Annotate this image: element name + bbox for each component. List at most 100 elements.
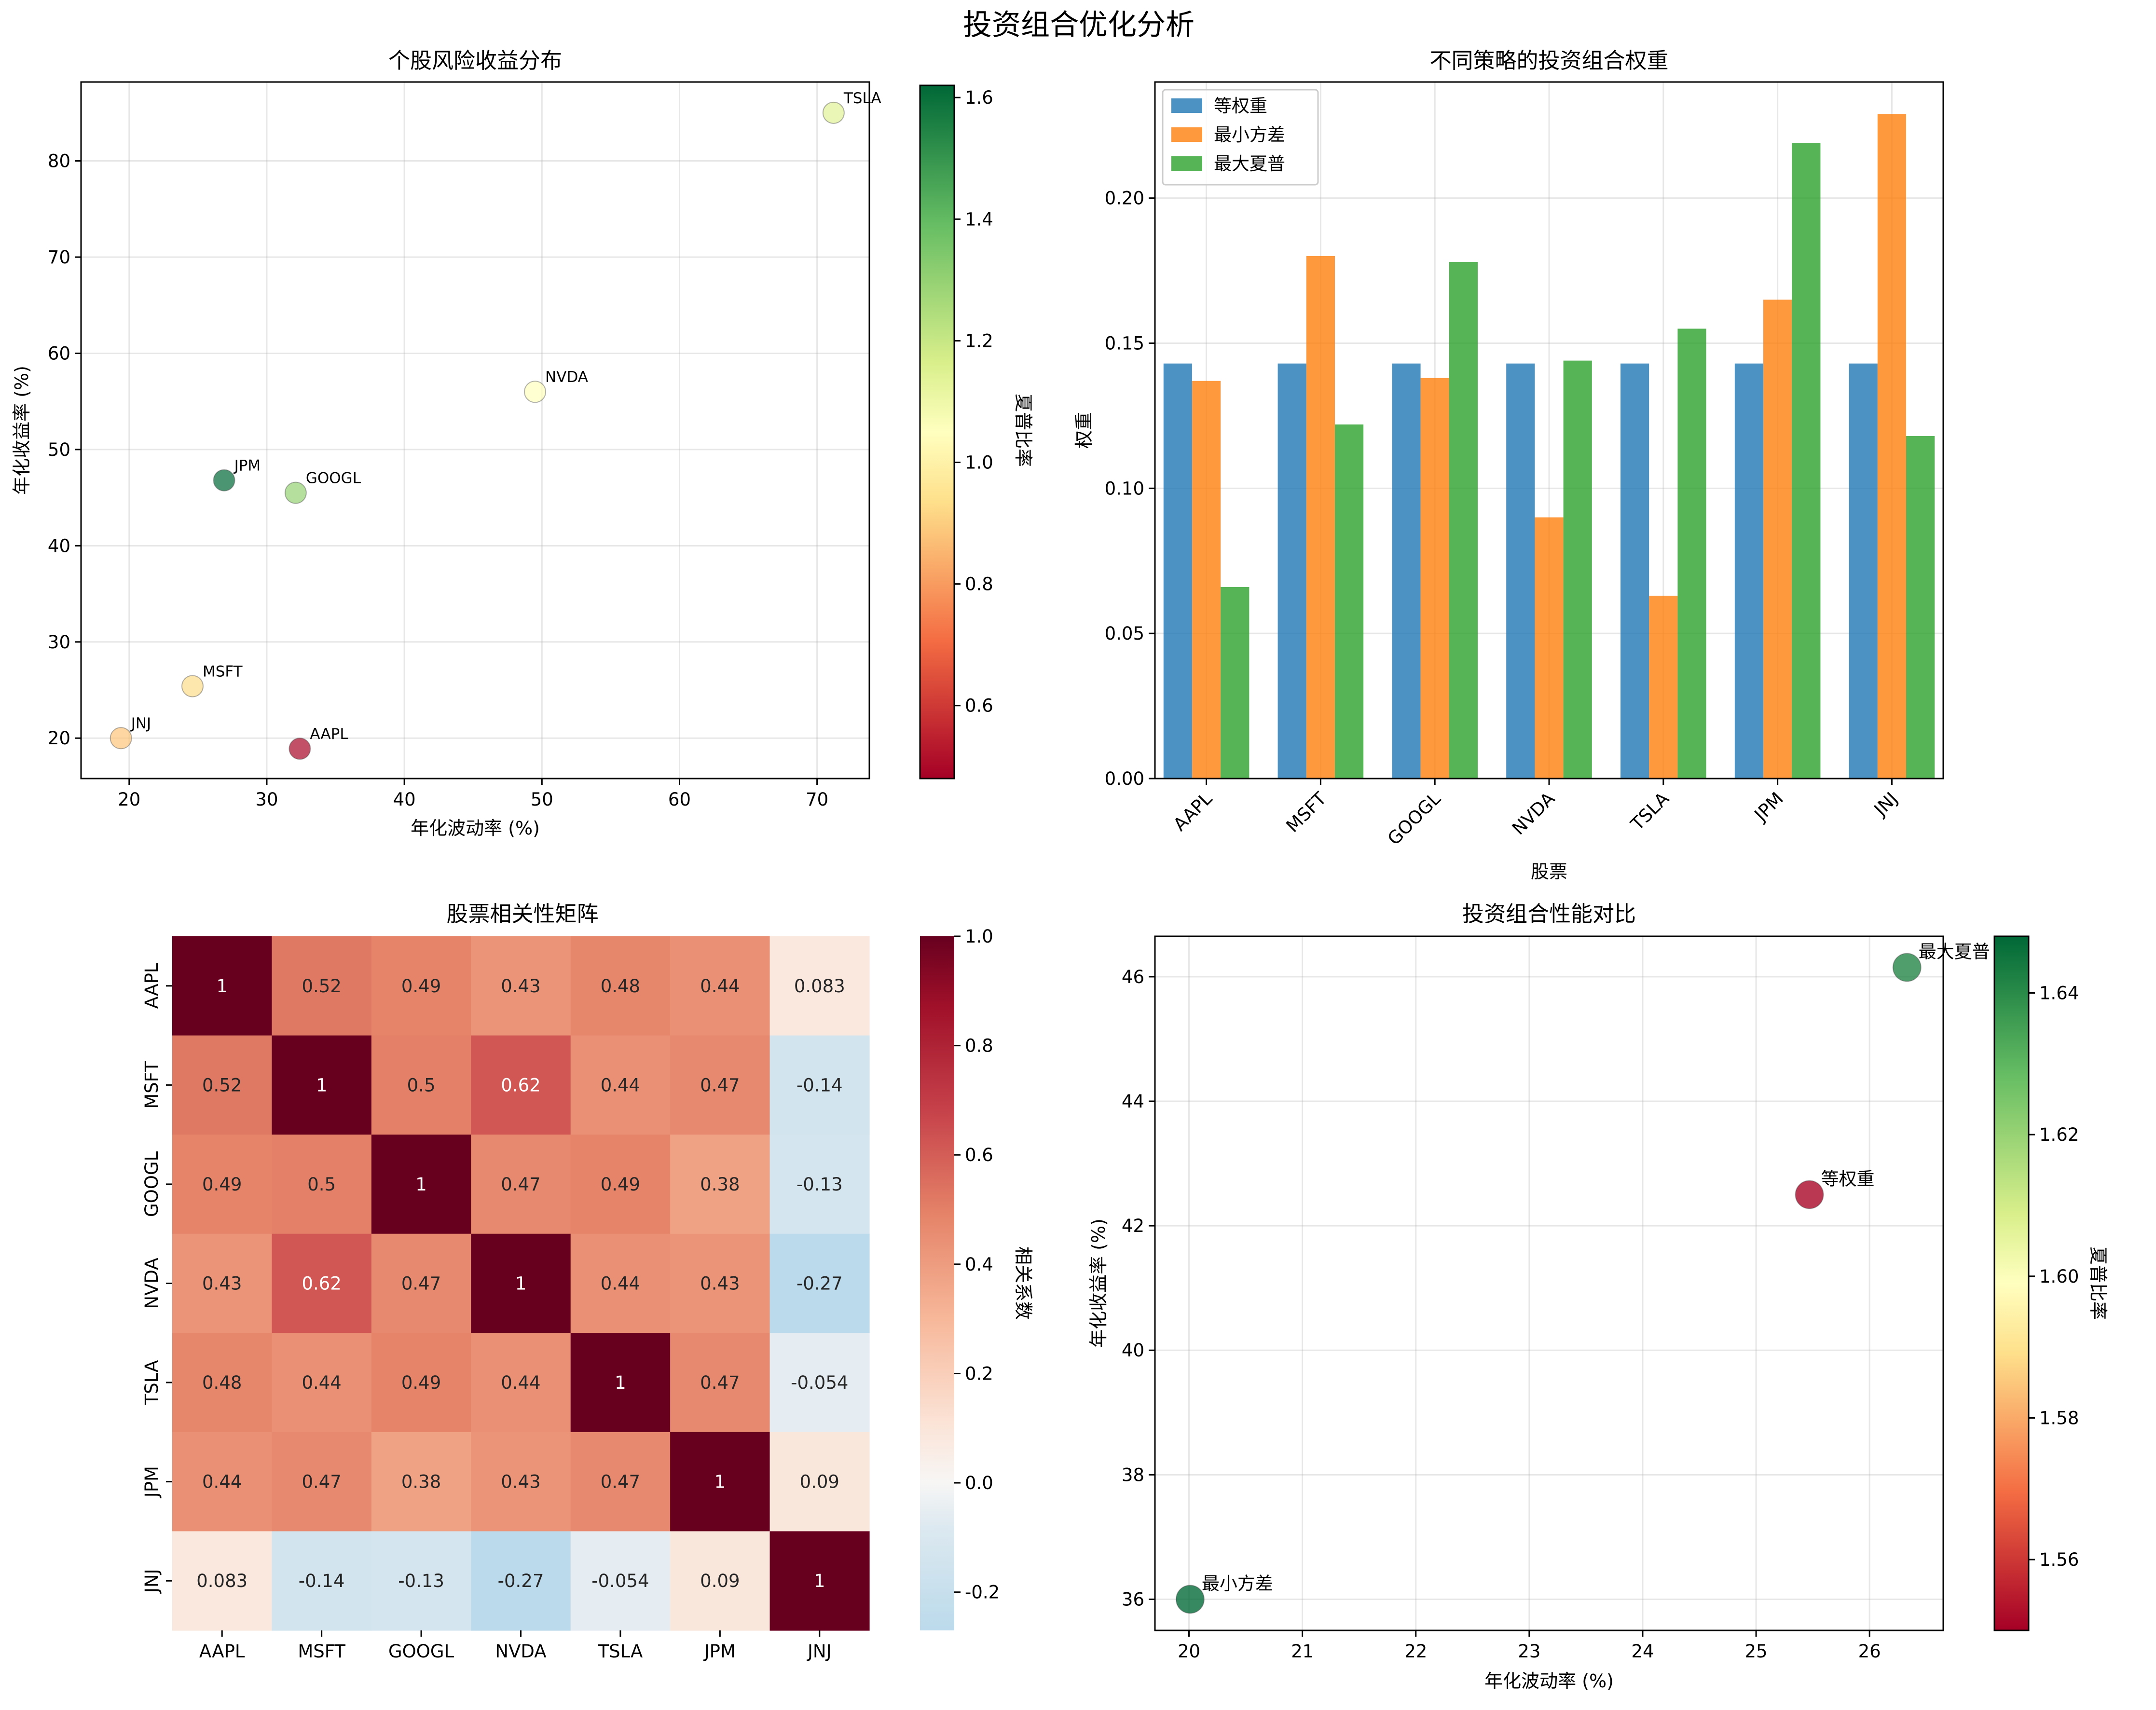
- x-tick-label: JNJ: [807, 1641, 832, 1662]
- y-axis-ticks: AAPL MSFT GOOGL NVDA TSLA JPM JNJ: [141, 963, 172, 1594]
- heatmap-value: -0.14: [796, 1075, 843, 1095]
- heatmap-cell-googl-nvda[interactable]: [471, 1135, 571, 1234]
- y-tick-label: 40: [1122, 1340, 1144, 1361]
- heatmap-cell-tsla-googl[interactable]: [371, 1333, 471, 1433]
- heatmap-cell-jpm-googl[interactable]: [371, 1432, 471, 1532]
- heatmap-cell-msft-jpm[interactable]: [670, 1035, 770, 1135]
- stock-point-nvda[interactable]: [524, 381, 547, 403]
- bar-max-sharpe-jpm[interactable]: [1792, 143, 1821, 779]
- heatmap-cell-nvda-jnj[interactable]: [769, 1233, 870, 1333]
- heatmap-cell-tsla-msft[interactable]: [272, 1333, 372, 1433]
- heatmap-cell-aapl-aapl[interactable]: [172, 936, 273, 1036]
- colorbar-tick-label: 1.62: [2039, 1124, 2079, 1145]
- heatmap-cell-googl-tsla[interactable]: [570, 1135, 671, 1234]
- bar-min-variance-aapl[interactable]: [1192, 381, 1221, 779]
- stock-point-jpm[interactable]: [213, 469, 235, 492]
- heatmap-value: -0.27: [498, 1571, 544, 1591]
- bar-max-sharpe-aapl[interactable]: [1221, 587, 1250, 779]
- heatmap-cell-jpm-jpm[interactable]: [670, 1432, 770, 1532]
- heatmap-cell-googl-jpm[interactable]: [670, 1135, 770, 1234]
- heatmap-cell-jpm-msft[interactable]: [272, 1432, 372, 1532]
- x-tick-label: AAPL: [199, 1641, 245, 1662]
- heatmap-cell-googl-jnj[interactable]: [769, 1135, 870, 1234]
- heatmap-cell-jnj-nvda[interactable]: [471, 1531, 571, 1631]
- heatmap-cell-aapl-msft[interactable]: [272, 936, 372, 1036]
- heatmap-cell-msft-googl[interactable]: [371, 1035, 471, 1135]
- heatmap-cell-jpm-aapl[interactable]: [172, 1432, 273, 1532]
- bar-min-variance-msft[interactable]: [1306, 256, 1335, 779]
- colorbar-tick-label: 0.6: [965, 696, 993, 716]
- heatmap-cell-msft-tsla[interactable]: [570, 1035, 671, 1135]
- portfolio-point-max-sharpe[interactable]: [1892, 953, 1922, 982]
- y-tick-label: 36: [1122, 1589, 1144, 1610]
- bar-equal-weight-aapl[interactable]: [1163, 363, 1192, 779]
- heatmap-cell-aapl-googl[interactable]: [371, 936, 471, 1036]
- y-tick-label: 20: [48, 728, 70, 749]
- heatmap-cell-jnj-googl[interactable]: [371, 1531, 471, 1631]
- heatmap-cell-tsla-jpm[interactable]: [670, 1333, 770, 1433]
- heatmap-cell-nvda-googl[interactable]: [371, 1233, 471, 1333]
- heatmap-cell-tsla-nvda[interactable]: [471, 1333, 571, 1433]
- stock-point-jnj[interactable]: [110, 727, 132, 750]
- bar-equal-weight-googl[interactable]: [1392, 363, 1421, 779]
- heatmap-value: 0.49: [202, 1174, 242, 1195]
- heatmap-cell-tsla-aapl[interactable]: [172, 1333, 273, 1433]
- bar-max-sharpe-googl[interactable]: [1449, 262, 1478, 779]
- portfolio-point-min-variance[interactable]: [1175, 1585, 1205, 1614]
- heatmap-cell-jpm-tsla[interactable]: [570, 1432, 671, 1532]
- bar-equal-weight-msft[interactable]: [1277, 363, 1306, 779]
- strategy-weights-chart: AAPL MSFT GOOGL NVDA TSLA JPM JNJ 0.00 0.05 0.10…: [1073, 48, 1944, 882]
- bar-max-sharpe-jnj[interactable]: [1906, 436, 1935, 779]
- heatmap-value: 0.44: [202, 1472, 242, 1492]
- bar-min-variance-jnj[interactable]: [1877, 114, 1907, 779]
- heatmap-cell-nvda-tsla[interactable]: [570, 1233, 671, 1333]
- bar-equal-weight-jnj[interactable]: [1849, 363, 1878, 779]
- bar-min-variance-tsla[interactable]: [1649, 595, 1678, 779]
- heatmap-value: -0.27: [796, 1273, 843, 1294]
- colorbar-label: 夏普比率: [2087, 1246, 2109, 1320]
- colorbar-ticks: 1.56 1.58 1.60 1.62 1.64: [2029, 983, 2079, 1570]
- heatmap-value: 0.43: [700, 1273, 740, 1294]
- heatmap-cell-tsla-jnj[interactable]: [769, 1333, 870, 1433]
- bar-min-variance-jpm[interactable]: [1763, 300, 1792, 779]
- heatmap-cell-jnj-msft[interactable]: [272, 1531, 372, 1631]
- colorbar-tick-label: 1.56: [2039, 1549, 2079, 1570]
- heatmap-cell-msft-jnj[interactable]: [769, 1035, 870, 1135]
- heatmap-cell-nvda-jpm[interactable]: [670, 1233, 770, 1333]
- bar-equal-weight-jpm[interactable]: [1734, 363, 1764, 779]
- heatmap-cell-tsla-tsla[interactable]: [570, 1333, 671, 1433]
- portfolio-label-equal-weight: 等权重: [1821, 1169, 1875, 1190]
- heatmap-cell-jpm-nvda[interactable]: [471, 1432, 571, 1532]
- heatmap-cell-msft-msft[interactable]: [272, 1035, 372, 1135]
- stock-point-googl[interactable]: [284, 481, 307, 504]
- bar-max-sharpe-msft[interactable]: [1334, 424, 1364, 779]
- bar-max-sharpe-tsla[interactable]: [1677, 328, 1706, 779]
- heatmap-cell-googl-googl[interactable]: [371, 1135, 471, 1234]
- stock-point-tsla[interactable]: [822, 101, 845, 124]
- heatmap-cell-googl-aapl[interactable]: [172, 1135, 273, 1234]
- heatmap-cell-jpm-jnj[interactable]: [769, 1432, 870, 1532]
- heatmap-cell-nvda-aapl[interactable]: [172, 1233, 273, 1333]
- stock-label-msft: MSFT: [203, 663, 243, 681]
- heatmap-cell-jnj-aapl[interactable]: [172, 1531, 273, 1631]
- heatmap-cell-aapl-nvda[interactable]: [471, 936, 571, 1036]
- heatmap-cell-googl-msft[interactable]: [272, 1135, 372, 1234]
- heatmap-cell-msft-aapl[interactable]: [172, 1035, 273, 1135]
- heatmap-cell-jnj-jpm[interactable]: [670, 1531, 770, 1631]
- heatmap-cell-aapl-jpm[interactable]: [670, 936, 770, 1036]
- heatmap-cell-msft-nvda[interactable]: [471, 1035, 571, 1135]
- bar-max-sharpe-nvda[interactable]: [1563, 360, 1592, 779]
- bar-equal-weight-nvda[interactable]: [1506, 363, 1535, 779]
- bar-min-variance-googl[interactable]: [1420, 378, 1449, 779]
- portfolio-point-equal-weight[interactable]: [1795, 1180, 1824, 1209]
- heatmap-cell-jnj-jnj[interactable]: [769, 1531, 870, 1631]
- heatmap-cell-aapl-tsla[interactable]: [570, 936, 671, 1036]
- heatmap-cell-aapl-jnj[interactable]: [769, 936, 870, 1036]
- heatmap-cell-nvda-msft[interactable]: [272, 1233, 372, 1333]
- heatmap-cell-jnj-tsla[interactable]: [570, 1531, 671, 1631]
- bar-equal-weight-tsla[interactable]: [1620, 363, 1649, 779]
- bar-min-variance-nvda[interactable]: [1535, 517, 1564, 779]
- stock-point-msft[interactable]: [181, 675, 204, 698]
- stock-point-aapl[interactable]: [288, 738, 311, 760]
- heatmap-cell-nvda-nvda[interactable]: [471, 1233, 571, 1333]
